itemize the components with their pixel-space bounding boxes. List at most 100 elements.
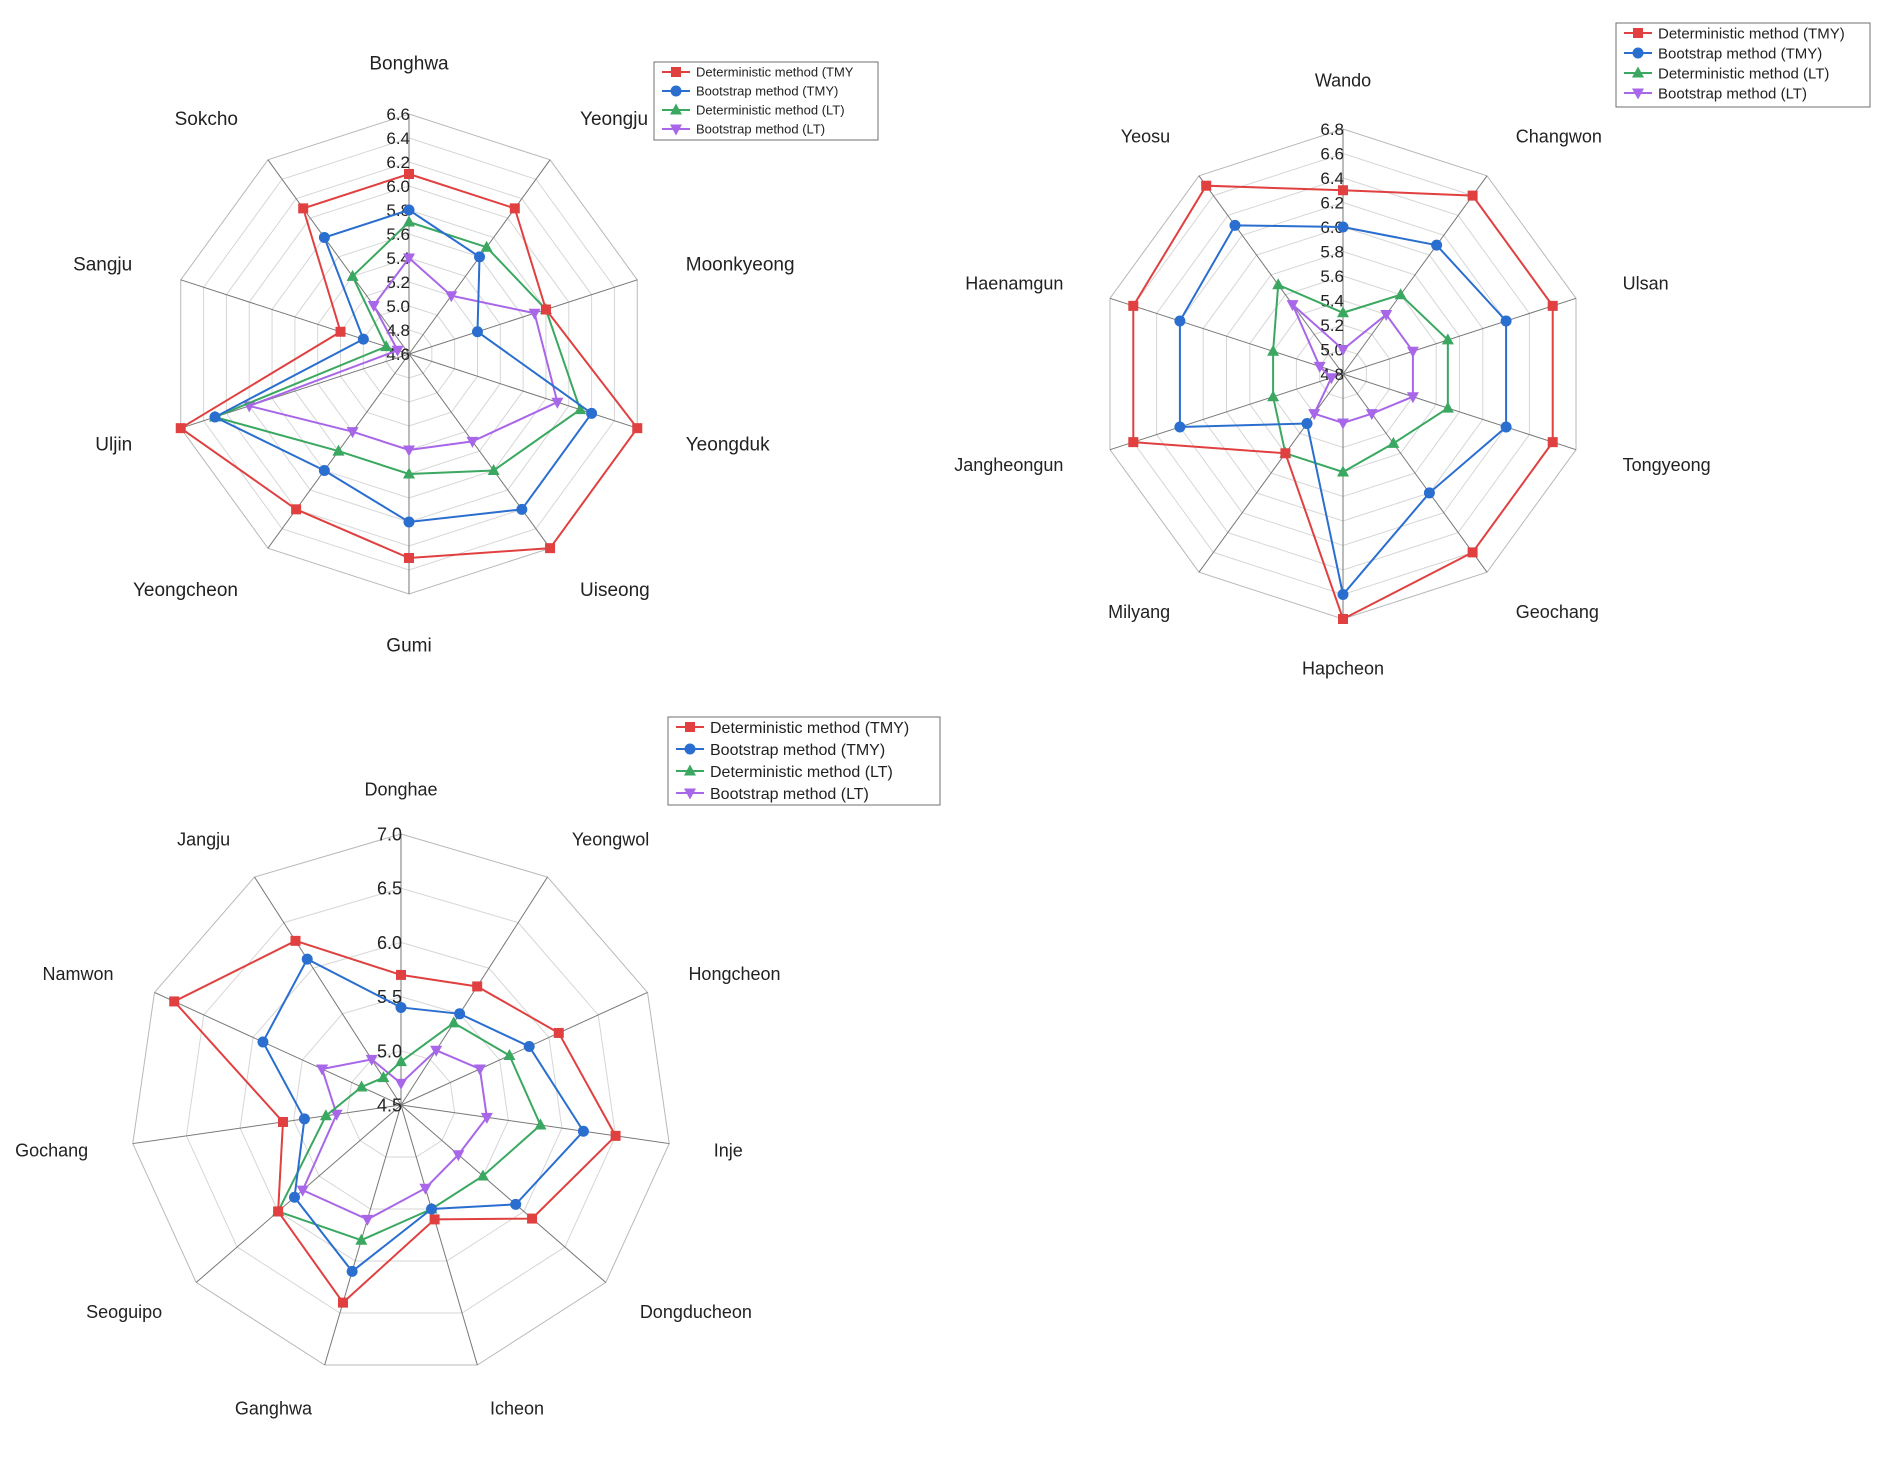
legend-item-deterministic-method-lt: Deterministic method (LT) xyxy=(1624,65,1829,82)
legend-label: Deterministic method (TMY) xyxy=(1658,25,1845,42)
data-point-yeongduk xyxy=(586,407,598,419)
data-point-tongyeong xyxy=(1500,421,1512,433)
legend-label: Bootstrap method (TMY) xyxy=(1658,45,1822,62)
legend-label: Deterministic method (TMY) xyxy=(710,720,909,737)
category-label-geochang: Geochang xyxy=(1516,602,1599,622)
data-point-donghae xyxy=(395,1001,407,1013)
data-point-sokcho xyxy=(346,269,359,281)
data-point-yeongcheon xyxy=(291,504,302,515)
radar-chart-1: 4.64.85.05.25.45.65.86.06.26.46.6Bonghwa… xyxy=(73,54,879,657)
data-point-gumi xyxy=(403,467,415,479)
data-point-ulsan xyxy=(1500,315,1512,327)
data-point-uiseong xyxy=(516,503,528,515)
legend-swatch-marker xyxy=(1632,47,1644,59)
series-deterministic-method-tmy xyxy=(1128,180,1558,624)
data-point-bonghwa xyxy=(403,253,415,265)
data-point-inje xyxy=(534,1118,547,1130)
data-point-moonkyeong xyxy=(528,308,541,320)
data-point-hapcheon xyxy=(1337,465,1349,477)
data-point-icheon xyxy=(426,1203,438,1215)
data-point-seoguipo xyxy=(296,1185,309,1197)
legend-label: Bootstrap method (LT) xyxy=(710,786,869,803)
data-point-moonkyeong xyxy=(540,304,551,315)
data-point-sokcho xyxy=(318,232,330,244)
data-point-geochang xyxy=(1387,436,1400,448)
data-point-haenamgun xyxy=(1313,361,1326,373)
data-point-yeongduk xyxy=(574,403,587,415)
series-line xyxy=(172,939,617,1305)
legend-swatch-marker xyxy=(685,722,695,732)
data-point-inje xyxy=(610,1130,621,1141)
grid-spoke xyxy=(132,1104,402,1145)
data-point-changwon xyxy=(1467,190,1478,201)
category-label-yeongcheon: Yeongcheon xyxy=(133,580,238,601)
data-point-icheon xyxy=(429,1214,440,1225)
grid-ring xyxy=(293,996,509,1210)
data-point-yeongcheon xyxy=(318,464,330,476)
grid-spoke xyxy=(1342,297,1577,375)
data-point-uljin xyxy=(175,423,186,434)
category-label-seoguipo: Seoguipo xyxy=(86,1302,162,1322)
series-line xyxy=(276,1021,542,1242)
radial-tick-label: 5.6 xyxy=(1320,267,1344,286)
data-point-gochang xyxy=(298,1113,310,1125)
grid-spoke xyxy=(408,279,638,355)
category-label-donghae: Donghae xyxy=(364,779,437,799)
data-point-haenamgun xyxy=(1128,300,1139,311)
data-point-gumi xyxy=(404,553,414,563)
radial-tick-label: 4.5 xyxy=(377,1095,402,1115)
legend-item-deterministic-method-tmy: Deterministic method (TMY) xyxy=(676,720,909,737)
category-label-hongcheon: Hongcheon xyxy=(688,964,780,984)
data-point-yeongcheon xyxy=(332,444,345,456)
category-label-uljin: Uljin xyxy=(95,435,132,456)
data-point-uiseong xyxy=(545,543,556,554)
series-deterministic-method-lt xyxy=(272,1016,547,1245)
data-point-moonkyeong xyxy=(471,326,483,338)
grid-spoke xyxy=(267,159,410,355)
data-point-yeongju xyxy=(445,291,458,303)
legend-swatch-marker xyxy=(684,788,696,800)
legend-item-bootstrap-method-lt: Bootstrap method (LT) xyxy=(662,122,825,137)
data-point-hongcheon xyxy=(523,1040,535,1052)
legend-item-deterministic-method-lt: Deterministic method (LT) xyxy=(676,764,893,781)
data-point-namwon xyxy=(316,1064,329,1076)
category-label-changwon: Changwon xyxy=(1516,126,1602,146)
category-label-wando: Wando xyxy=(1315,70,1371,90)
radial-tick-label: 6.2 xyxy=(386,153,410,172)
legend-swatch-marker xyxy=(684,743,696,755)
data-point-gochang xyxy=(277,1116,288,1127)
legend-item-bootstrap-method-tmy: Bootstrap method (TMY) xyxy=(676,742,885,759)
legend-label: Bootstrap method (LT) xyxy=(696,122,825,137)
data-point-yeosu xyxy=(1272,278,1285,290)
data-point-jangju xyxy=(301,953,313,965)
data-point-namwon xyxy=(355,1080,368,1092)
series-line xyxy=(301,1049,488,1221)
category-label-jangheongun: Jangheongun xyxy=(954,455,1063,475)
category-label-inje: Inje xyxy=(714,1140,743,1160)
radial-tick-label: 5.5 xyxy=(377,987,402,1007)
category-label-icheon: Icheon xyxy=(490,1398,544,1418)
data-point-gochang xyxy=(319,1109,332,1121)
category-label-gumi: Gumi xyxy=(386,636,431,657)
category-label-sangju: Sangju xyxy=(73,255,132,276)
legend-item-bootstrap-method-tmy: Bootstrap method (TMY) xyxy=(662,84,838,99)
legend-label: Bootstrap method (TMY) xyxy=(696,84,838,99)
data-point-gumi xyxy=(403,516,415,528)
data-point-donghae xyxy=(395,1055,407,1067)
data-point-yeongju xyxy=(509,203,520,214)
data-point-geochang xyxy=(1423,487,1435,499)
legend-item-bootstrap-method-tmy: Bootstrap method (TMY) xyxy=(1624,45,1822,62)
category-label-hapcheon: Hapcheon xyxy=(1302,658,1384,678)
data-point-hapcheon xyxy=(1338,614,1348,624)
category-label-ulsan: Ulsan xyxy=(1623,273,1669,293)
data-point-sangju xyxy=(357,333,369,345)
legend-box xyxy=(653,61,879,141)
data-point-hapcheon xyxy=(1337,418,1349,430)
data-point-yeongduk xyxy=(632,423,643,434)
data-point-jangheongun xyxy=(1267,390,1280,402)
data-point-ulsan xyxy=(1406,346,1419,358)
data-point-ganghwa xyxy=(346,1265,358,1277)
legend-box xyxy=(1615,22,1871,108)
grid-spoke xyxy=(408,353,551,549)
